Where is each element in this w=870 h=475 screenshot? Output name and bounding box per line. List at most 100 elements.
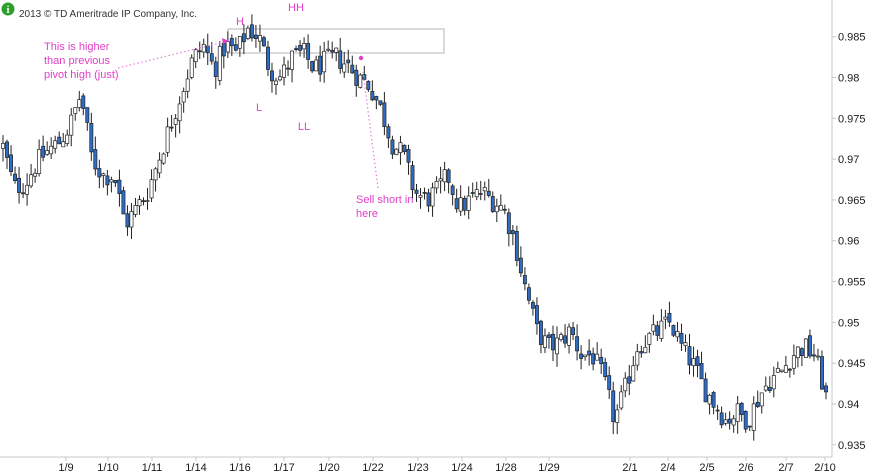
candle-body-up [37, 149, 42, 174]
candle-body-down [13, 173, 17, 181]
candle-body-down [530, 302, 535, 309]
label-l: L [256, 102, 262, 114]
sell-entry-marker [358, 55, 364, 61]
candle-body-down [703, 378, 708, 403]
info-icon[interactable] [1, 2, 15, 16]
candle-body-down [374, 96, 379, 101]
note-higher-line-1: This is higher [44, 41, 110, 53]
x-tick-label: 1/16 [229, 462, 250, 474]
candle-body-up [735, 403, 740, 422]
candle-body-up [181, 91, 186, 103]
candle-body-down [563, 335, 567, 344]
x-tick-label: 1/28 [495, 462, 516, 474]
candle-body-down [526, 287, 531, 301]
candle-body-down [591, 353, 596, 365]
candle-body-down [262, 37, 266, 47]
candle-body-up [189, 57, 194, 78]
candle-body-up [398, 142, 403, 153]
note-sell-line-2: here [356, 208, 378, 220]
candle-body-up [567, 326, 572, 346]
candle-body-down [711, 392, 716, 408]
candle-body-down [370, 90, 375, 101]
candle-body-down [739, 402, 744, 416]
candle-body-up [173, 118, 178, 125]
candle-body-down [655, 325, 660, 336]
candle-body-up [779, 369, 784, 372]
candle-body-down [506, 212, 511, 235]
candle-body-up [482, 187, 487, 192]
candle-body-down [747, 425, 752, 428]
candle-body-up [137, 199, 142, 207]
y-axis: 0.985 0.98 0.975 0.97 0.965 0.96 0.955 0.95 0.94… [832, 32, 866, 452]
candle-body-up [783, 365, 788, 373]
candle-body-down [579, 353, 584, 359]
candle-body-up [791, 355, 796, 369]
candle-body-up [555, 337, 559, 355]
candle-body-up [25, 184, 30, 195]
candle-body-down [205, 45, 210, 54]
candle-body-down [221, 42, 226, 57]
note-higher-line-3: pivot high (just) [44, 69, 119, 81]
candle-body-up [145, 200, 150, 202]
candle-body-up [771, 375, 776, 390]
candle-body-up [245, 27, 250, 39]
candle-body-up [430, 187, 435, 207]
candle-body-up [595, 353, 600, 361]
candle-body-down [695, 356, 700, 366]
candle-body-down [318, 55, 323, 75]
candle-body-up [543, 335, 547, 348]
candle-body-up [559, 334, 563, 340]
candle-body-down [57, 136, 62, 145]
candle-body-down [611, 390, 616, 423]
candle-body-up [133, 205, 138, 215]
candle-body-up [434, 180, 439, 189]
candle-body-up [816, 355, 820, 358]
candle-body-up [278, 76, 282, 81]
candle-body-up [631, 365, 636, 382]
candle-body-down [687, 346, 692, 366]
candle-body-down [462, 197, 467, 211]
candle-body-down [426, 192, 431, 207]
candle-body-down [266, 46, 270, 70]
candle-body-down [346, 59, 351, 64]
candle-body-up [651, 324, 656, 332]
candle-body-up [763, 385, 768, 391]
x-tick-label: 1/14 [185, 462, 206, 474]
candle-body-up [185, 78, 190, 92]
candle-body-up [77, 99, 82, 108]
candle-body-down [422, 192, 427, 194]
note-higher-line-2: than previous [44, 55, 111, 67]
candle-body-down [812, 354, 816, 357]
candle-body-up [314, 59, 319, 72]
candle-body-down [486, 190, 491, 196]
candle-body-up [193, 49, 198, 63]
candle-body-down [209, 53, 214, 62]
candle-body-up [237, 36, 242, 49]
x-tick-label: 1/10 [97, 462, 118, 474]
x-tick-label: 1/29 [538, 462, 559, 474]
x-tick-label: 2/1 [622, 462, 637, 474]
candle-body-down [547, 334, 551, 338]
x-tick-label: 2/4 [660, 462, 675, 474]
candle-body-down [141, 200, 146, 202]
candle-body-down [197, 50, 202, 53]
x-tick-label: 2/7 [778, 462, 793, 474]
candle-body-up [61, 141, 66, 148]
candle-body-up [675, 331, 680, 338]
candle-body-up [647, 332, 652, 345]
candle-body-down [378, 100, 383, 105]
candle-body-down [607, 375, 612, 390]
candle-body-down [402, 144, 407, 153]
candle-body-down [454, 198, 459, 210]
copyright-text: 2013 © TD Ameritrade IP Company, Inc. [19, 9, 197, 20]
candle-body-down [799, 348, 804, 357]
candle-body-down [490, 196, 495, 212]
candle-body-up [635, 351, 640, 366]
x-tick-label: 1/23 [407, 462, 428, 474]
candle-body-down [117, 179, 122, 194]
candle-body-up [466, 195, 471, 211]
candle-body-up [290, 50, 295, 70]
y-tick-label: 0.94 [838, 399, 859, 411]
y-tick-label: 0.98 [838, 73, 859, 85]
